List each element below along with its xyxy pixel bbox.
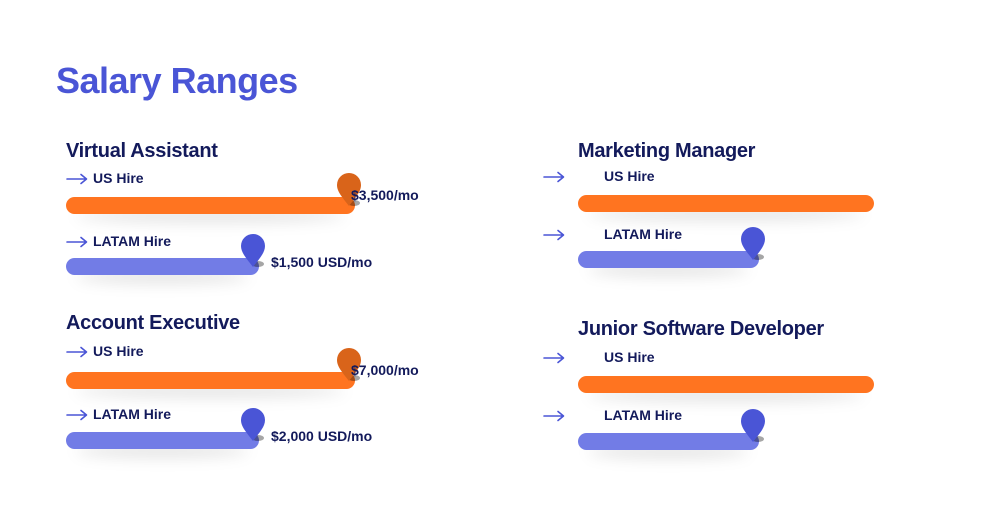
latam-hire-label: LATAM Hire bbox=[93, 406, 172, 422]
page-title: Salary Ranges bbox=[56, 60, 298, 101]
us-hire-label: US Hire bbox=[93, 343, 144, 359]
latam-salary-bar bbox=[66, 432, 259, 449]
us-salary-value: $7,000/mo bbox=[351, 362, 419, 378]
map-pin-icon bbox=[741, 227, 765, 260]
latam-salary-bar bbox=[578, 251, 759, 268]
map-pin-icon bbox=[241, 234, 265, 267]
latam-salary-bar bbox=[66, 258, 259, 275]
latam-salary-bar bbox=[578, 433, 759, 450]
latam-salary-value: $1,500 USD/mo bbox=[271, 254, 373, 270]
role-title: Marketing Manager bbox=[578, 140, 756, 162]
map-pin-icon bbox=[741, 409, 765, 442]
arrow-right-icon bbox=[66, 409, 88, 421]
map-pin-icon bbox=[337, 173, 361, 206]
arrow-right-icon bbox=[66, 236, 88, 248]
map-pin-icon bbox=[337, 348, 361, 381]
us-salary-bar bbox=[578, 195, 874, 212]
arrow-right-icon bbox=[543, 352, 565, 364]
arrow-right-icon bbox=[543, 410, 565, 422]
latam-hire-label: LATAM Hire bbox=[604, 226, 683, 242]
us-salary-bar bbox=[578, 376, 874, 393]
arrow-right-icon bbox=[66, 173, 88, 185]
latam-hire-label: LATAM Hire bbox=[93, 233, 172, 249]
arrow-right-icon bbox=[543, 171, 565, 183]
us-hire-label: US Hire bbox=[604, 168, 655, 184]
role-title: Junior Software Developer bbox=[578, 318, 824, 340]
us-salary-bar bbox=[66, 197, 355, 214]
latam-salary-value: $2,000 USD/mo bbox=[271, 428, 373, 444]
us-salary-bar bbox=[66, 372, 355, 389]
arrow-right-icon bbox=[66, 346, 88, 358]
latam-hire-label: LATAM Hire bbox=[604, 407, 683, 423]
role-title: Virtual Assistant bbox=[66, 140, 218, 162]
us-salary-value: $3,500/mo bbox=[351, 187, 419, 203]
role-title: Account Executive bbox=[66, 312, 240, 334]
map-pin-icon bbox=[241, 408, 265, 441]
us-hire-label: US Hire bbox=[93, 170, 144, 186]
us-hire-label: US Hire bbox=[604, 349, 655, 365]
arrow-right-icon bbox=[543, 229, 565, 241]
